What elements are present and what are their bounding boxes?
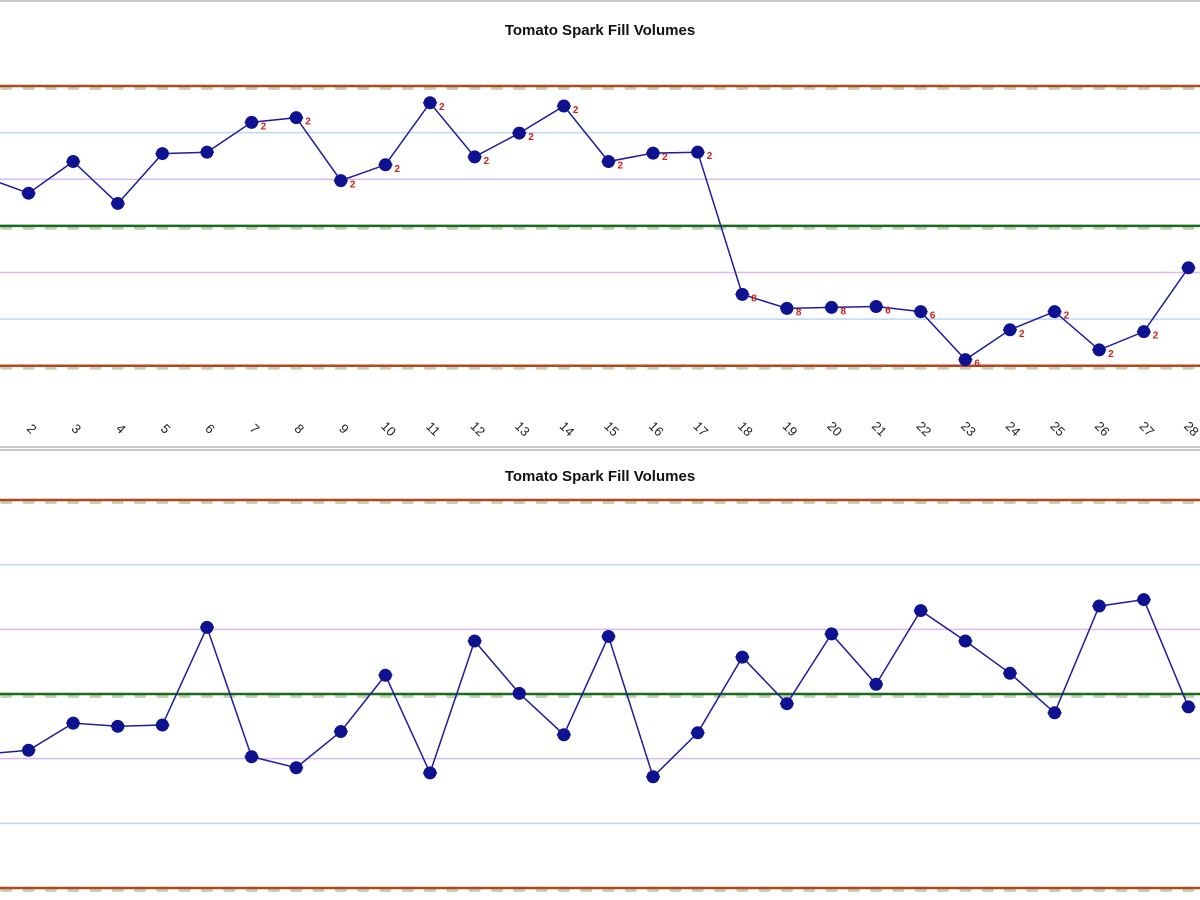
rule-violation-label: 2 <box>662 152 668 163</box>
x-tick-label: 6 <box>202 421 218 437</box>
x-tick-label: 12 <box>467 418 488 439</box>
rule-violation-label: 6 <box>930 311 936 322</box>
x-tick-label: 25 <box>1047 418 1068 439</box>
x-tick-label: 28 <box>1181 418 1200 439</box>
rule-violation-label: 2 <box>261 121 267 132</box>
x-tick-label: 3 <box>68 421 84 437</box>
x-tick-label: 17 <box>690 418 711 439</box>
x-tick-label: 16 <box>646 418 667 439</box>
rule-violation-label: 2 <box>350 180 356 191</box>
rule-violation-label: 2 <box>1064 311 1070 322</box>
rule-violation-label: 8 <box>796 307 802 318</box>
x-tick-label: 9 <box>336 421 352 437</box>
rule-violation-label: 8 <box>751 293 757 304</box>
x-tick-label: 4 <box>113 421 129 437</box>
x-tick-label: 27 <box>1137 418 1158 439</box>
rule-violation-label: 2 <box>1153 331 1159 342</box>
x-tick-label: 7 <box>247 421 263 437</box>
x-tick-label: 18 <box>735 418 756 439</box>
series-line <box>0 598 1190 779</box>
x-tick-label: 22 <box>914 418 935 439</box>
x-tick-label: 15 <box>601 418 622 439</box>
x-tick-label: 2 <box>24 421 40 437</box>
rule-violation-label: 2 <box>439 102 445 113</box>
chart-top-title: Tomato Spark Fill Volumes <box>505 22 695 39</box>
rule-violation-label: 2 <box>305 117 311 128</box>
x-tick-label: 14 <box>557 418 578 439</box>
x-tick-label: 5 <box>158 421 174 437</box>
x-tick-label: 13 <box>512 418 533 439</box>
x-tick-label: 11 <box>423 419 443 439</box>
x-tick-label: 24 <box>1003 418 1024 439</box>
series-line <box>0 101 1190 361</box>
x-tick-label: 19 <box>780 418 801 439</box>
rule-violation-label: 2 <box>394 164 400 175</box>
x-tick-label: 26 <box>1092 418 1113 439</box>
rule-violation-label: 2 <box>484 156 490 167</box>
rule-violation-label: 2 <box>1019 329 1025 340</box>
rule-violation-label: 2 <box>1108 349 1114 360</box>
x-tick-label: 10 <box>378 418 399 439</box>
x-tick-label: 23 <box>958 418 979 439</box>
x-tick-label: 8 <box>292 421 308 437</box>
rule-violation-label: 2 <box>573 105 579 116</box>
rule-violation-label: 2 <box>528 132 534 143</box>
rule-violation-label: 6 <box>974 359 980 370</box>
chart-bottom: Tomato Spark Fill Volumes <box>0 449 1200 892</box>
rule-violation-label: 8 <box>841 306 847 317</box>
chart-bottom-title: Tomato Spark Fill Volumes <box>505 468 695 485</box>
x-tick-label: 21 <box>869 418 890 439</box>
rule-violation-label: 6 <box>885 306 891 317</box>
x-tick-label: 20 <box>824 418 845 439</box>
rule-violation-label: 2 <box>707 151 713 162</box>
rule-violation-label: 2 <box>617 161 623 172</box>
